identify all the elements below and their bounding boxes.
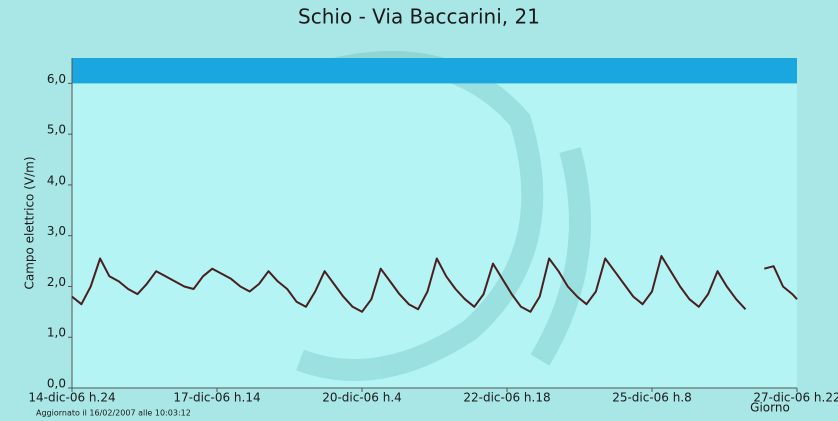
x-tick-label: 14-dic-06 h.24 (28, 391, 115, 405)
x-tick-label: 25-dic-06 h.8 (612, 391, 692, 405)
y-tick-label: 4,0 (47, 173, 66, 187)
x-tick-label: 27-dic-06 h.22 (753, 391, 838, 405)
y-tick-label: 2,0 (47, 275, 66, 289)
plot-area (72, 58, 797, 388)
chart-title: Schio - Via Baccarini, 21 (298, 5, 540, 29)
y-tick-label: 5,0 (47, 123, 66, 137)
x-tick-label: 20-dic-06 h.4 (322, 391, 402, 405)
x-axis-label: Giorno (750, 401, 790, 415)
footnote: Aggiornato il 16/02/2007 alle 10:03:12 (36, 409, 191, 418)
watermark-shape (530, 147, 591, 366)
y-tick-label: 0,0 (47, 377, 66, 391)
y-axis-label: Campo elettrico (V/m) (23, 156, 37, 289)
x-tick-label: 22-dic-06 h.18 (463, 391, 550, 405)
data-line (71, 255, 798, 313)
y-tick-label: 6,0 (47, 72, 66, 86)
x-tick-label: 17-dic-06 h.14 (173, 391, 260, 405)
y-tick-label: 1,0 (47, 326, 66, 340)
threshold-band (72, 58, 797, 84)
y-tick-label: 3,0 (47, 224, 66, 238)
